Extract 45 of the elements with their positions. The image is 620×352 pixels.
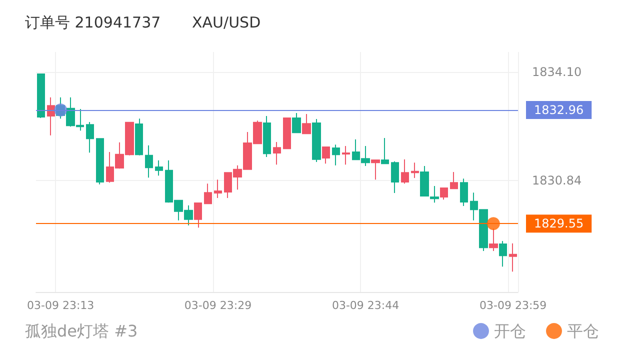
candlestick [135, 118, 143, 156]
x-tick-label: 03-09 23:44 [332, 299, 400, 312]
y-tick-label: 1830.84 [532, 174, 582, 188]
y-tick-label: 1834.10 [532, 65, 582, 79]
candlestick [204, 183, 212, 204]
candlestick [283, 118, 291, 150]
candlestick [214, 179, 222, 198]
candlestick [155, 160, 163, 176]
candlestick [342, 146, 350, 166]
candlestick [292, 112, 301, 134]
x-tick-label: 03-09 23:59 [479, 299, 547, 312]
candlestick [489, 228, 498, 252]
chart-title: 订单号 210941737 [25, 14, 161, 32]
candlestick [263, 116, 271, 158]
candlestick [302, 114, 311, 134]
candlestick [430, 186, 439, 204]
candlestick [391, 160, 399, 194]
candlestick [499, 240, 507, 268]
candlestick [273, 142, 281, 166]
candlestick [450, 172, 458, 190]
candlestick [96, 138, 104, 185]
candlestick [420, 166, 429, 196]
candlestick [86, 122, 94, 154]
candlestick [37, 74, 45, 118]
x-tick-label: 03-09 23:13 [27, 299, 94, 312]
legend-label: 平仓 [567, 322, 599, 340]
candlestick [47, 96, 55, 136]
candlestick [145, 144, 153, 178]
text: 孤独de灯塔 #3 [25, 322, 138, 340]
candlestick [312, 118, 321, 162]
candlestick [509, 242, 517, 272]
candlestick [440, 188, 448, 200]
candlestick [460, 178, 468, 206]
candlestick [381, 138, 389, 164]
chart-subtitle: XAU/USD [192, 14, 261, 32]
candlestick [194, 202, 202, 228]
candlestick [411, 162, 419, 178]
candlestick [322, 146, 330, 164]
ref-line-label: 1832.96 [534, 103, 584, 117]
candlestick [371, 160, 380, 180]
candlestick [401, 158, 409, 184]
candlestick [332, 144, 340, 166]
legend-label: 开仓 [494, 322, 526, 340]
ref-line-label: 1829.55 [534, 216, 584, 231]
x-tick-label: 03-09 23:29 [184, 299, 252, 312]
